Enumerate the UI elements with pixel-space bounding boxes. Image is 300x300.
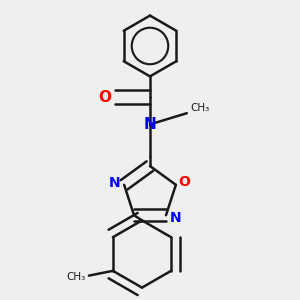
Text: O: O bbox=[99, 90, 112, 105]
Text: N: N bbox=[109, 176, 120, 190]
Text: CH₃: CH₃ bbox=[66, 272, 86, 282]
Text: CH₃: CH₃ bbox=[190, 103, 209, 113]
Text: N: N bbox=[170, 212, 182, 225]
Text: N: N bbox=[144, 117, 156, 132]
Text: O: O bbox=[178, 175, 190, 189]
